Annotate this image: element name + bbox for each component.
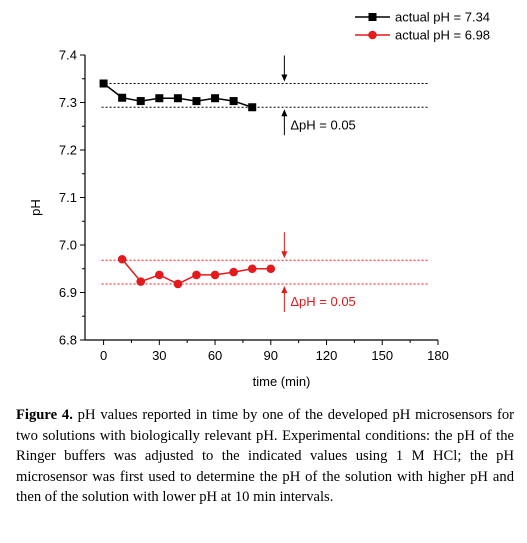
annotation-arrowhead — [281, 285, 288, 293]
y-tick-label: 6.8 — [59, 333, 77, 348]
x-tick-label: 120 — [316, 348, 338, 363]
data-point-circle — [117, 254, 127, 264]
data-point-circle — [136, 277, 146, 286]
legend-marker — [368, 30, 377, 40]
y-axis-label: pH — [28, 199, 43, 216]
data-point-square — [136, 97, 145, 106]
data-point-circle — [155, 270, 164, 280]
y-tick-label: 6.9 — [59, 285, 77, 300]
x-tick-label: 0 — [100, 348, 107, 363]
y-tick-label: 7.0 — [59, 238, 77, 253]
chart: 0 30 60 90 120 150 180 6.8 6.9 7.0 7.1 7.2 7.3 7.4 ΔpH… — [28, 10, 490, 390]
x-axis-label: time (min) — [253, 374, 311, 389]
data-point-circle — [229, 267, 238, 277]
data-point-square — [248, 103, 257, 112]
data-point-circle — [247, 264, 257, 274]
data-point-square — [173, 94, 182, 103]
data-point-square — [99, 79, 108, 88]
annotation-arrowhead — [281, 74, 288, 82]
x-tick-label: 150 — [371, 348, 393, 363]
data-point-square — [155, 94, 164, 103]
annotation-label: ΔpH = 0.05 — [290, 117, 355, 132]
x-tick-label: 180 — [427, 348, 449, 363]
x-tick-label: 90 — [264, 348, 278, 363]
figure-caption: Figure 4. pH values reported in time by … — [16, 405, 514, 508]
data-point-square — [192, 97, 201, 106]
x-tick-label: 60 — [208, 348, 222, 363]
annotation-label: ΔpH = 0.05 — [290, 294, 355, 309]
annotation-arrowhead — [281, 109, 288, 117]
caption-label: Figure 4. — [16, 407, 73, 423]
data-point-square — [229, 97, 238, 106]
y-tick-label: 7.3 — [59, 95, 77, 110]
data-point-square — [118, 93, 127, 102]
legend-label: actual pH = 7.34 — [395, 10, 490, 25]
data-point-circle — [173, 279, 183, 289]
data-point-circle — [266, 264, 276, 274]
legend-label: actual pH = 6.98 — [395, 28, 490, 43]
data-point-circle — [210, 270, 220, 280]
caption-text: pH values reported in time by one of the… — [16, 407, 514, 505]
data-point-circle — [192, 270, 201, 280]
y-tick-label: 7.2 — [59, 143, 77, 158]
y-tick-label: 7.1 — [59, 190, 77, 205]
annotation-arrowhead — [281, 251, 288, 259]
plot-area: 0 30 60 90 120 150 180 6.8 6.9 7.0 7.1 7.2 7.3 7.4 ΔpH… — [59, 10, 490, 364]
x-tick-label: 30 — [152, 348, 166, 363]
y-tick-label: 7.4 — [59, 48, 77, 63]
legend-marker — [368, 13, 377, 21]
data-point-square — [211, 94, 220, 103]
